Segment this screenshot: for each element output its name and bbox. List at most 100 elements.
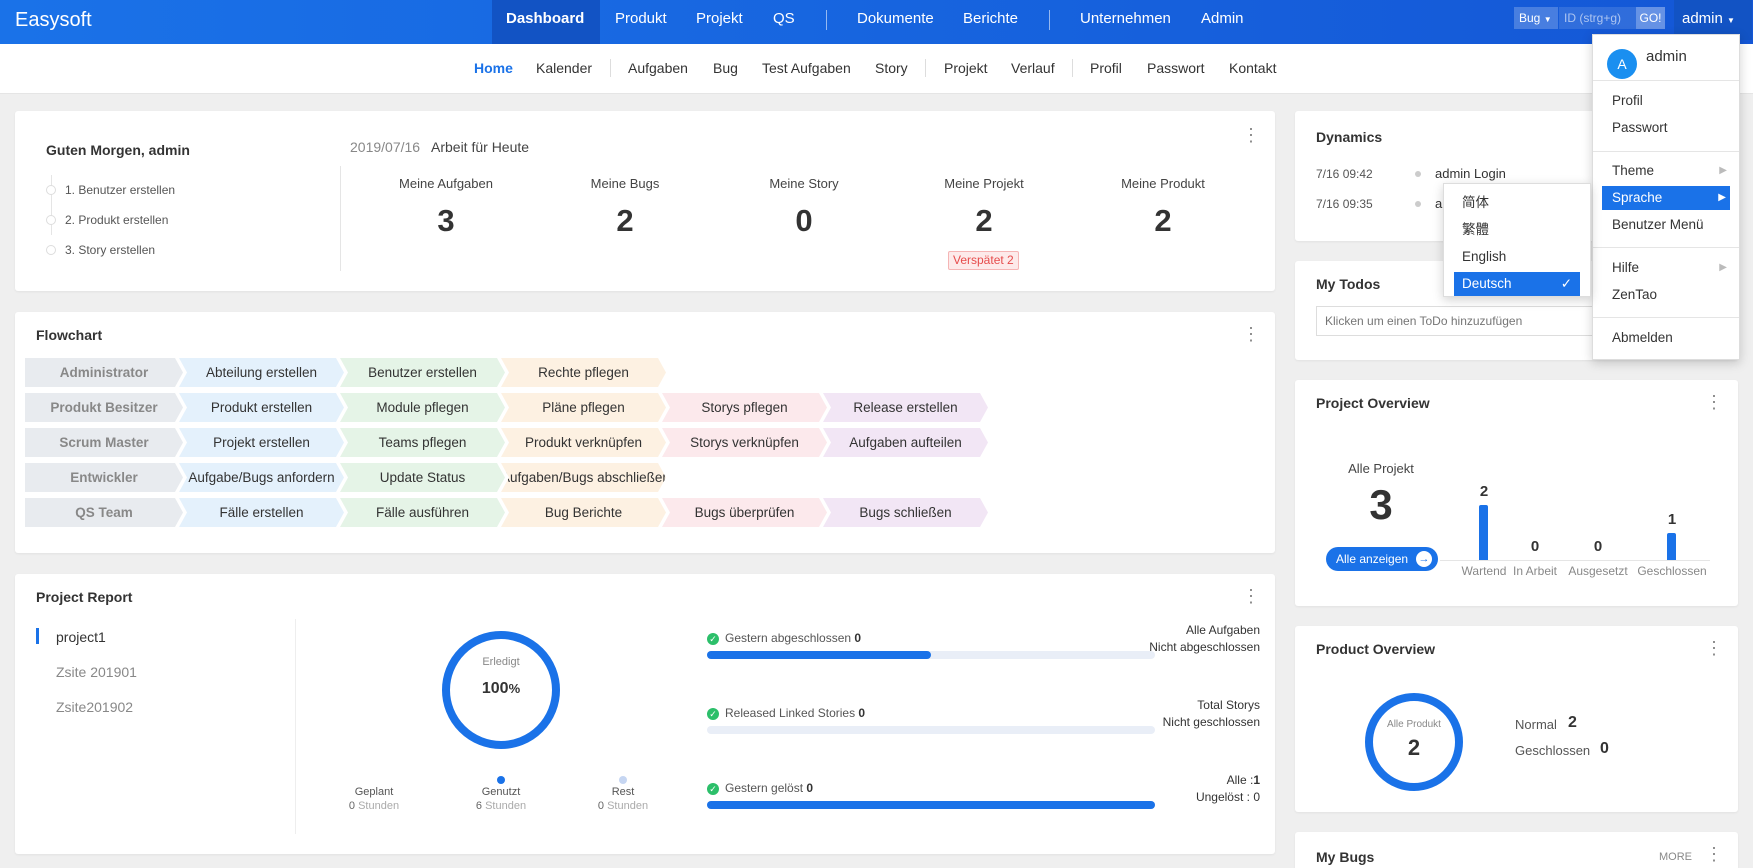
subnav-aufgaben[interactable]: Aufgaben — [628, 60, 688, 76]
flow-step[interactable]: Rechte pflegen — [501, 358, 666, 387]
flow-step[interactable]: Aufgabe/Bugs anfordern — [179, 463, 344, 492]
stat-projects[interactable]: 2 — [975, 203, 993, 238]
more-options-icon[interactable]: ⋮ — [1242, 586, 1260, 606]
legend-dot — [497, 776, 505, 784]
flow-step[interactable]: Update Status — [340, 463, 505, 492]
hours-label: Genutzt — [481, 786, 521, 798]
brand-logo[interactable]: Easysoft — [15, 9, 92, 31]
flow-step[interactable]: Pläne pflegen — [501, 393, 666, 422]
project-item[interactable]: Zsite 201901 — [56, 664, 137, 680]
metric-right-text: Nicht abgeschlossen — [1149, 640, 1260, 654]
flow-step[interactable]: Fälle erstellen — [179, 498, 344, 527]
project-report-panel: Project Report ⋮ project1 Zsite 201901 Z… — [15, 574, 1275, 854]
flow-step[interactable]: Teams pflegen — [340, 428, 505, 457]
stat-products[interactable]: 2 — [1154, 203, 1172, 238]
todos-title: My Todos — [1316, 276, 1381, 292]
nav-projekt[interactable]: Projekt — [696, 10, 743, 27]
more-options-icon[interactable]: ⋮ — [1242, 324, 1260, 344]
dynamics-text[interactable]: admin Login — [1435, 166, 1506, 181]
flow-step[interactable]: Benutzer erstellen — [340, 358, 505, 387]
menu-hilfe[interactable]: Hilfe ▶ — [1593, 256, 1739, 280]
user-menu-button[interactable]: admin ▼ — [1674, 0, 1752, 40]
bar-label: Wartend — [1461, 564, 1507, 578]
show-all-button[interactable]: Alle anzeigen → — [1326, 547, 1438, 571]
flow-step[interactable]: Fälle ausführen — [340, 498, 505, 527]
flow-step[interactable]: Bug Berichte — [501, 498, 666, 527]
stat-stories[interactable]: 0 — [795, 203, 813, 238]
lang-zh-cn[interactable]: 简体 — [1462, 195, 1489, 210]
flow-step[interactable]: Module pflegen — [340, 393, 505, 422]
greeting: Guten Morgen, admin — [46, 142, 190, 158]
subnav-test-aufgaben[interactable]: Test Aufgaben — [762, 60, 851, 76]
nav-dashboard[interactable]: Dashboard — [492, 0, 600, 44]
more-options-icon[interactable]: ⋮ — [1242, 125, 1260, 145]
subnav-profil[interactable]: Profil — [1090, 60, 1122, 76]
subnav-bug[interactable]: Bug — [713, 60, 738, 76]
avatar: A — [1607, 49, 1637, 79]
sub-nav: Home Kalender Aufgaben Bug Test Aufgaben… — [0, 44, 1753, 94]
lang-zh-tw[interactable]: 繁體 — [1462, 222, 1489, 237]
menu-passwort[interactable]: Passwort — [1612, 120, 1668, 135]
bar-label: Geschlossen — [1637, 564, 1707, 578]
progress-track — [707, 801, 1155, 809]
menu-theme[interactable]: Theme ▶ — [1593, 159, 1739, 183]
flow-step[interactable]: Aufgaben aufteilen — [823, 428, 988, 457]
menu-benutzer-menu[interactable]: Benutzer Menü — [1612, 217, 1704, 232]
flow-step[interactable]: Aufgaben/Bugs abschließen — [501, 463, 666, 492]
donut-unit: % — [508, 681, 521, 696]
step-item[interactable]: 2. Produkt erstellen — [46, 213, 168, 227]
more-options-icon[interactable]: ⋮ — [1705, 844, 1723, 864]
menu-abmelden[interactable]: Abmelden — [1612, 330, 1673, 345]
flow-step[interactable]: Projekt erstellen — [179, 428, 344, 457]
late-badge[interactable]: Verspätet 2 — [948, 251, 1019, 270]
project-item[interactable]: project1 — [56, 629, 106, 645]
nav-unternehmen[interactable]: Unternehmen — [1080, 10, 1171, 27]
more-options-icon[interactable]: ⋮ — [1705, 392, 1723, 412]
flow-step[interactable]: Release erstellen — [823, 393, 988, 422]
step-item[interactable]: 1. Benutzer erstellen — [46, 183, 175, 197]
step-circle-icon — [46, 185, 56, 195]
more-options-icon[interactable]: ⋮ — [1705, 638, 1723, 658]
hours-unit: Stunden — [358, 800, 400, 812]
step-item[interactable]: 3. Story erstellen — [46, 243, 155, 257]
nav-divider — [826, 10, 827, 30]
subnav-story[interactable]: Story — [875, 60, 908, 76]
id-search-input[interactable] — [1559, 7, 1636, 29]
flow-step[interactable]: Produkt erstellen — [179, 393, 344, 422]
stat-tasks[interactable]: 3 — [437, 203, 455, 238]
flow-step[interactable]: Abteilung erstellen — [179, 358, 344, 387]
project-item[interactable]: Zsite201902 — [56, 699, 134, 715]
more-link[interactable]: MORE — [1659, 851, 1692, 863]
subnav-kontakt[interactable]: Kontakt — [1229, 60, 1277, 76]
nav-berichte[interactable]: Berichte — [963, 10, 1019, 27]
nav-admin[interactable]: Admin — [1201, 10, 1244, 27]
menu-sprache[interactable]: Sprache ▶ — [1602, 186, 1730, 210]
flow-step[interactable]: Bugs schließen — [823, 498, 988, 527]
lang-english[interactable]: English — [1462, 249, 1507, 264]
flow-step[interactable]: Bugs überprüfen — [662, 498, 827, 527]
nav-produkt[interactable]: Produkt — [615, 10, 667, 27]
step-circle-icon — [46, 215, 56, 225]
subnav-home[interactable]: Home — [474, 60, 513, 76]
stat-bugs[interactable]: 2 — [616, 203, 634, 238]
lang-deutsch[interactable]: Deutsch ✓ — [1454, 272, 1580, 296]
nav-qs[interactable]: QS — [773, 10, 795, 27]
flow-step[interactable]: Produkt verknüpfen — [501, 428, 666, 457]
flow-step[interactable]: Storys pflegen — [662, 393, 827, 422]
chevron-right-icon: ▶ — [1718, 192, 1726, 203]
today-date: 2019/07/16 — [350, 139, 421, 155]
subnav-projekt[interactable]: Projekt — [944, 60, 988, 76]
flow-step[interactable]: Storys verknüpfen — [662, 428, 827, 457]
nav-dokumente[interactable]: Dokumente — [857, 10, 934, 27]
product-closed-value: 0 — [1600, 740, 1609, 757]
subnav-verlauf[interactable]: Verlauf — [1011, 60, 1055, 76]
subnav-passwort[interactable]: Passwort — [1147, 60, 1205, 76]
report-title: Project Report — [36, 589, 133, 605]
menu-profil[interactable]: Profil — [1612, 93, 1643, 108]
dynamics-text[interactable]: a — [1435, 196, 1443, 211]
menu-zentao[interactable]: ZenTao — [1612, 287, 1658, 302]
search-type-select[interactable]: Bug ▼ — [1514, 7, 1558, 29]
subnav-kalender[interactable]: Kalender — [536, 60, 593, 76]
go-button[interactable]: GO! — [1636, 7, 1665, 29]
divider — [340, 166, 341, 271]
